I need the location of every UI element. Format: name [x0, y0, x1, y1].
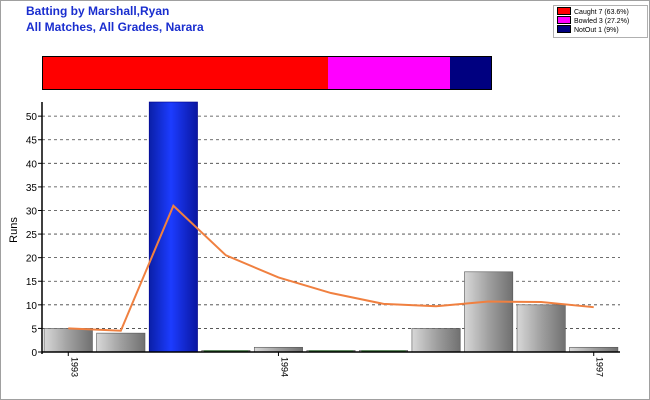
- y-tick-label: 25: [26, 230, 38, 241]
- dismissal-segment-bowled: [328, 57, 451, 89]
- y-tick-label: 10: [26, 301, 38, 312]
- bar-innings: [516, 304, 566, 353]
- y-tick-label: 5: [31, 324, 37, 335]
- y-tick-label: 30: [26, 206, 38, 217]
- bar-innings: [464, 271, 514, 353]
- y-axis-label: Runs: [8, 217, 20, 243]
- dismissal-segment-notout: [450, 57, 491, 89]
- legend-label-notout: NotOut 1 (9%): [574, 27, 619, 34]
- legend-swatch-caught: [557, 7, 571, 16]
- average-line-layer: [68, 204, 594, 332]
- dismissal-breakdown-bar: [42, 56, 492, 90]
- legend-label-bowled: Bowled 3 (27.2%): [574, 18, 630, 25]
- y-tick-label: 20: [26, 254, 38, 265]
- legend-item-bowled: Bowled 3 (27.2%): [557, 16, 630, 26]
- x-tick-label: 1994: [279, 357, 289, 377]
- chart-subtitle: All Matches, All Grades, Narara: [26, 20, 204, 34]
- chart-title: Batting by Marshall,Ryan: [26, 4, 170, 18]
- bars: [43, 101, 619, 353]
- axes: 0 5 10 15 20 25 30 35 40 45 50 1993 1994 1997: [26, 102, 620, 377]
- gridlines: [42, 115, 620, 329]
- bar-innings: [411, 328, 461, 353]
- legend: Caught 7 (63.6%) Bowled 3 (27.2%) NotOut…: [553, 5, 648, 38]
- legend-swatch-bowled: [557, 16, 571, 25]
- x-tick-label: 1993: [69, 357, 79, 377]
- y-tick-label: 35: [26, 183, 38, 194]
- y-tick-label: 0: [31, 348, 37, 359]
- y-tick-label: 50: [26, 112, 38, 123]
- bar-innings: [96, 332, 146, 353]
- legend-item-caught: Caught 7 (63.6%): [557, 7, 629, 17]
- bar-innings: [43, 328, 93, 353]
- average-line: [68, 204, 594, 332]
- bar-not-out: [148, 101, 198, 353]
- dismissal-segment-caught: [43, 57, 329, 89]
- legend-item-notout: NotOut 1 (9%): [557, 25, 619, 35]
- legend-swatch-notout: [557, 25, 571, 34]
- x-tick-label: 1997: [595, 357, 605, 377]
- legend-label-caught: Caught 7 (63.6%): [574, 9, 629, 16]
- y-tick-label: 40: [26, 159, 38, 170]
- y-tick-label: 45: [26, 136, 38, 147]
- y-tick-label: 15: [26, 277, 38, 288]
